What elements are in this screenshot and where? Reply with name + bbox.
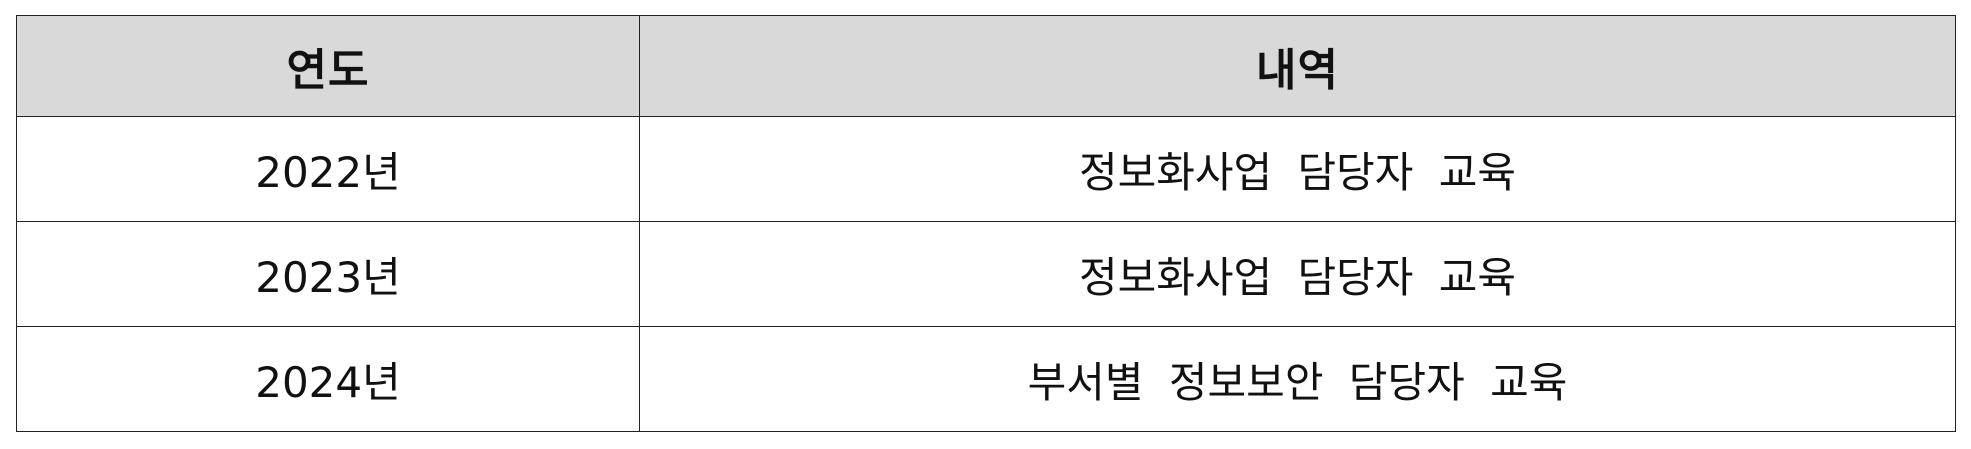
table-row: 2022년 정보화사업 담당자 교육 xyxy=(16,116,1956,222)
cell-details: 정보화사업 담당자 교육 xyxy=(639,221,1956,327)
table-header-row: 연도 내역 xyxy=(16,15,1956,117)
table-row: 2024년 부서별 정보보안 담당자 교육 xyxy=(16,326,1956,432)
table-row: 2023년 정보화사업 담당자 교육 xyxy=(16,221,1956,327)
header-details: 내역 xyxy=(639,15,1956,117)
cell-year: 2022년 xyxy=(16,116,640,222)
cell-details: 부서별 정보보안 담당자 교육 xyxy=(639,326,1956,432)
cell-details: 정보화사업 담당자 교육 xyxy=(639,116,1956,222)
cell-year: 2023년 xyxy=(16,221,640,327)
header-year: 연도 xyxy=(16,15,640,117)
cell-year: 2024년 xyxy=(16,326,640,432)
education-history-table: 연도 내역 2022년 정보화사업 담당자 교육 2023년 정보화사업 담당자… xyxy=(16,15,1956,432)
